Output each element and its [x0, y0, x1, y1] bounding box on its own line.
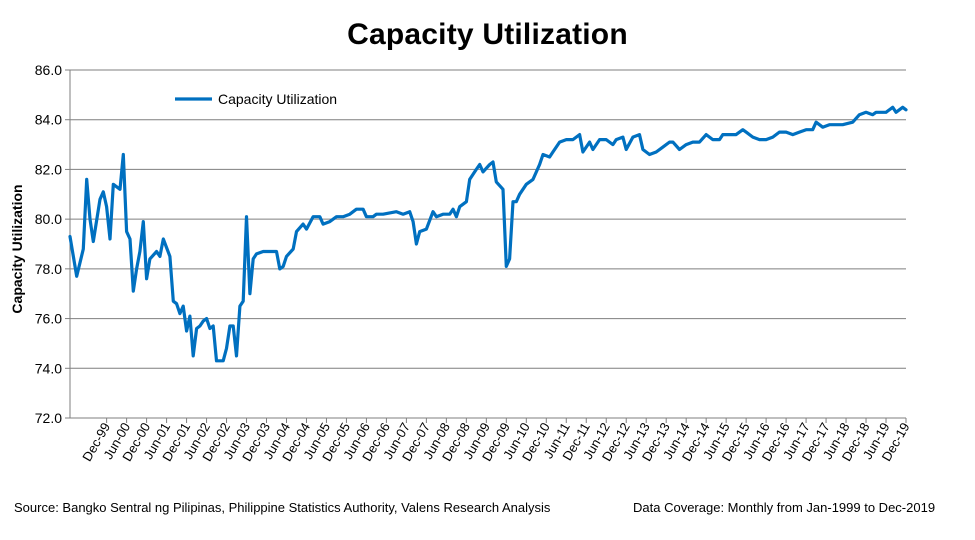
- series-line: [68, 105, 908, 363]
- y-tick-label: 86.0: [35, 62, 62, 78]
- y-tick-label: 84.0: [35, 112, 62, 128]
- y-tick-label: 80.0: [35, 211, 62, 227]
- y-tick-label: 82.0: [35, 161, 62, 177]
- axis-layer: 72.074.076.078.080.082.084.086.0Dec-99Ju…: [9, 62, 913, 464]
- grid-layer: [70, 69, 906, 419]
- data-coverage-note: Data Coverage: Monthly from Jan-1999 to …: [633, 500, 936, 515]
- source-note: Source: Bangko Sentral ng Pilipinas, Phi…: [14, 500, 551, 515]
- legend-label: Capacity Utilization: [218, 91, 337, 107]
- y-axis-title: Capacity Utilization: [9, 184, 25, 313]
- y-tick-label: 74.0: [35, 360, 62, 376]
- y-tick-label: 72.0: [35, 410, 62, 426]
- y-tick-label: 76.0: [35, 311, 62, 327]
- legend: Capacity Utilization: [175, 91, 337, 107]
- chart-title: Capacity Utilization: [347, 18, 628, 51]
- series-layer: [68, 105, 908, 363]
- y-tick-label: 78.0: [35, 261, 62, 277]
